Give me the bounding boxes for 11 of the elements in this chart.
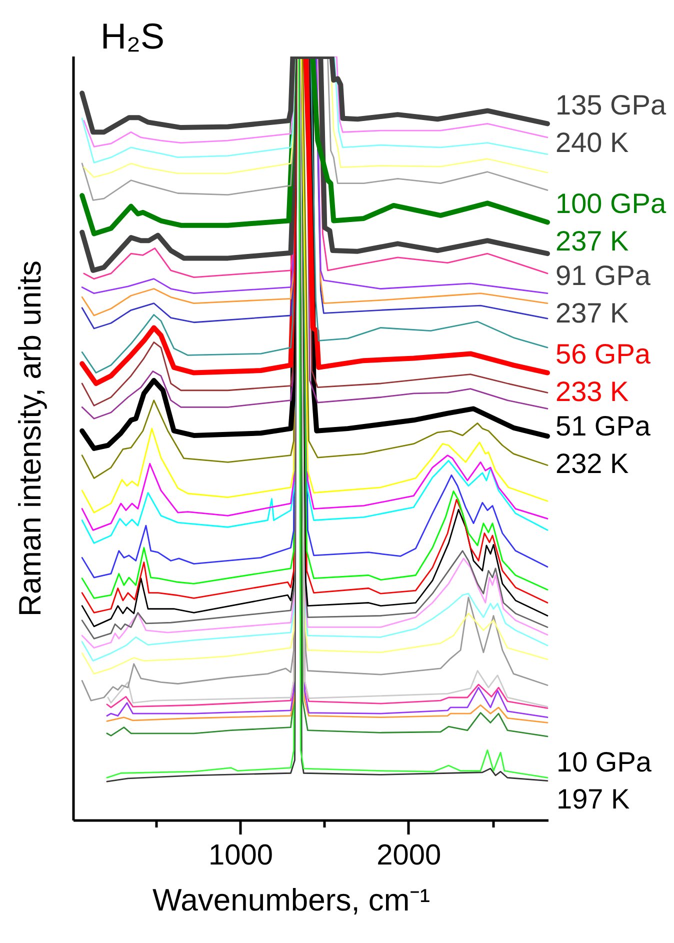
x-tick-label: 1000 xyxy=(208,840,274,872)
x-axis-title: Wavenumbers, cm⁻¹ xyxy=(152,882,430,918)
y-axis-title: Raman intensity, arb units xyxy=(12,260,48,617)
text: 10 GPa 197 K xyxy=(556,746,652,815)
series-label: 51 GPa 232 K xyxy=(555,410,651,479)
series-label: 135 GPa 240 K xyxy=(555,90,666,158)
series-label: 56 GPa 233 K xyxy=(555,338,651,407)
x-tick-label: 2000 xyxy=(376,840,442,872)
chart-title: H₂S xyxy=(100,16,164,56)
series-label: 91 GPa 237 K xyxy=(555,260,651,328)
series-label: 100 GPa 237 K xyxy=(555,188,666,256)
